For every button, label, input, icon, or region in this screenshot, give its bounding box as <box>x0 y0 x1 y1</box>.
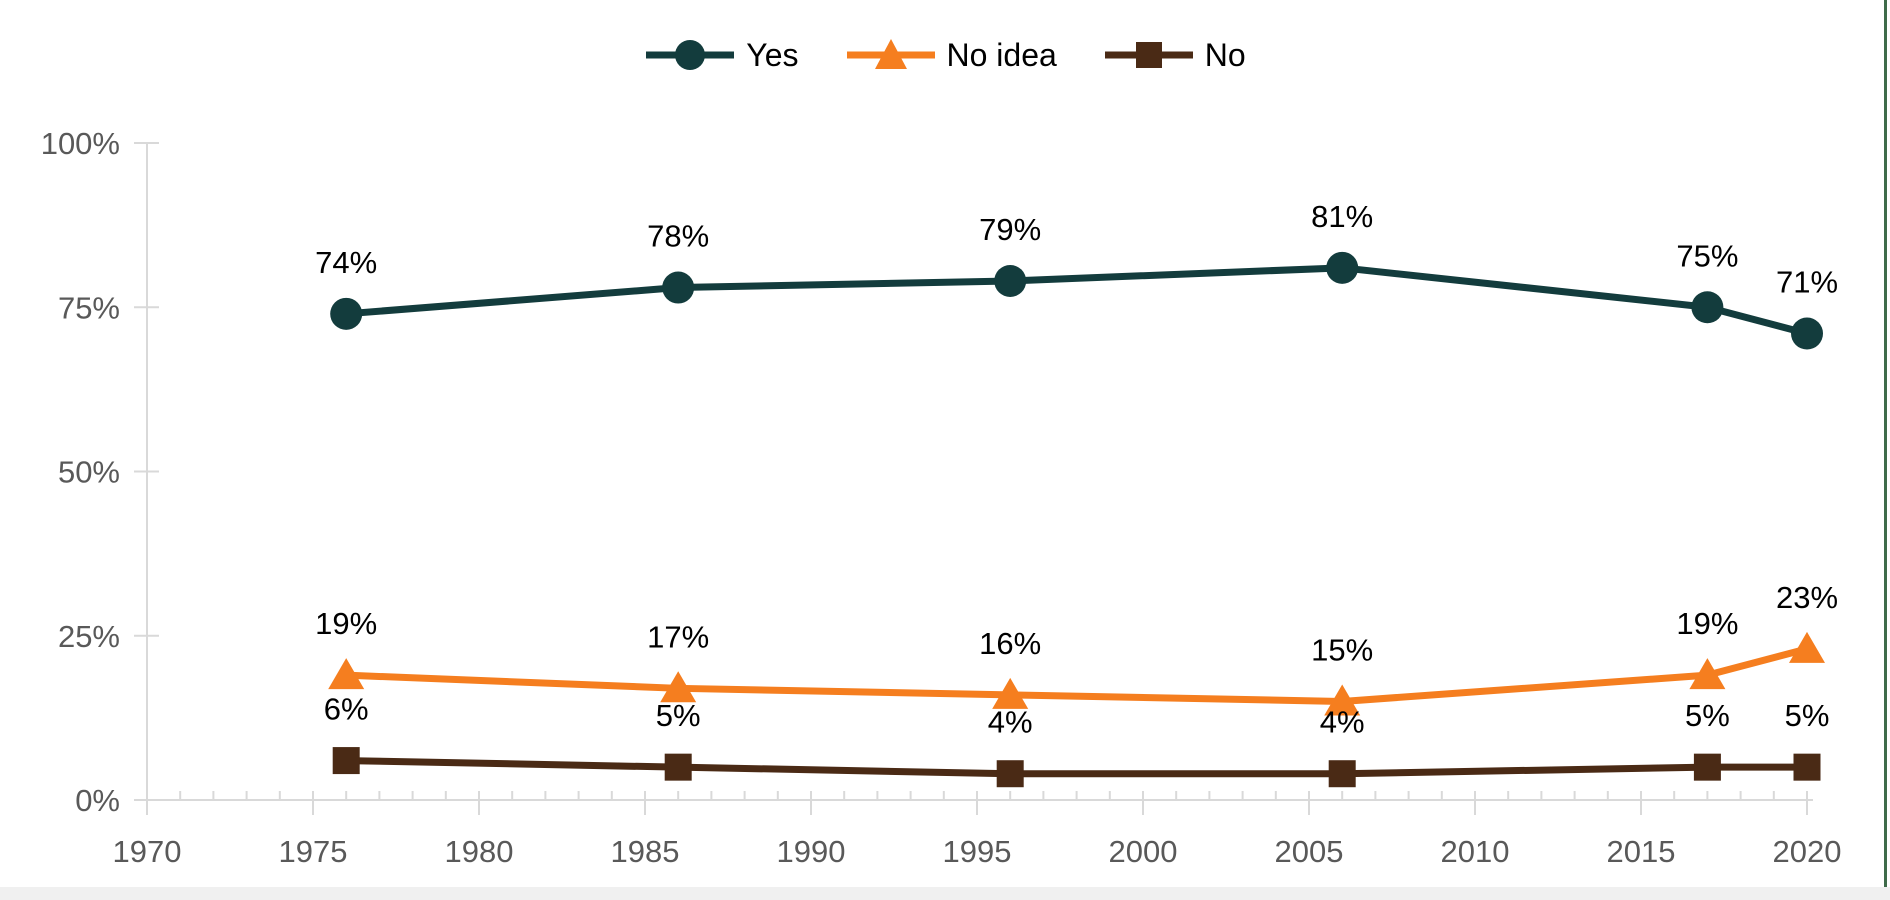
marker-no-2020 <box>1793 753 1821 781</box>
data-label-no-idea-2020: 23% <box>1776 580 1838 615</box>
legend-item-no-idea: No idea <box>845 38 1057 72</box>
marker-no-1996 <box>996 760 1024 788</box>
legend-marker-yes <box>675 40 706 70</box>
marker-yes-1996 <box>994 264 1027 297</box>
y-tick-label-25: 25% <box>58 619 120 654</box>
legend-marker-no-idea <box>874 39 907 69</box>
legend-label-no: No <box>1204 37 1246 73</box>
data-label-no-idea-2017: 19% <box>1676 606 1738 641</box>
right-edge-border <box>1884 0 1887 887</box>
legend-label-yes: Yes <box>746 37 799 73</box>
legend-item-yes: Yes <box>644 37 799 73</box>
legend-triangle-icon <box>846 39 935 69</box>
legend-square-icon <box>1104 42 1193 68</box>
x-tick-label-2005: 2005 <box>1275 834 1344 869</box>
x-tick-label-2015: 2015 <box>1607 834 1676 869</box>
chart-legend: Yes No idea No <box>0 38 1890 72</box>
data-label-no-idea-2006: 15% <box>1311 632 1373 667</box>
data-label-no-1996: 4% <box>988 705 1033 740</box>
marker-no-idea-1976 <box>328 658 365 690</box>
y-tick-label-50: 50% <box>58 455 120 490</box>
x-tick-label-1970: 1970 <box>113 834 182 869</box>
data-label-no-2017: 5% <box>1685 698 1730 733</box>
data-label-yes-2020: 71% <box>1776 265 1838 300</box>
marker-yes-2017 <box>1691 291 1724 324</box>
legend-label-no-idea: No idea <box>946 37 1057 73</box>
marker-yes-2020 <box>1791 317 1823 350</box>
x-tick-label-1990: 1990 <box>777 834 846 869</box>
data-label-yes-1976: 74% <box>315 245 377 280</box>
x-tick-label-1975: 1975 <box>279 834 348 869</box>
y-tick-label-75: 75% <box>58 290 120 325</box>
data-label-yes-2017: 75% <box>1676 238 1738 273</box>
x-tick-label-2000: 2000 <box>1109 834 1178 869</box>
marker-no-1986 <box>664 753 692 781</box>
data-label-no-idea-1986: 17% <box>647 619 709 654</box>
series-line-no <box>342 757 1811 778</box>
data-label-no-idea-1996: 16% <box>979 626 1041 661</box>
y-tick-label-100: 100% <box>41 126 120 161</box>
marker-yes-2006 <box>1326 251 1359 284</box>
x-tick-label-1995: 1995 <box>943 834 1012 869</box>
x-tick-label-1985: 1985 <box>611 834 680 869</box>
marker-yes-1976 <box>330 297 363 330</box>
marker-no-2006 <box>1328 760 1356 788</box>
data-label-yes-1996: 79% <box>979 212 1041 247</box>
data-label-yes-2006: 81% <box>1311 199 1373 234</box>
data-label-no-2006: 4% <box>1320 705 1365 740</box>
series-line-no-idea <box>342 645 1811 705</box>
x-tick-label-2010: 2010 <box>1441 834 1510 869</box>
data-label-no-2020: 5% <box>1785 698 1830 733</box>
legend-item-no: No <box>1103 38 1246 72</box>
data-label-no-1986: 5% <box>656 698 701 733</box>
marker-no-idea-2020 <box>1789 631 1825 663</box>
marker-no-idea-2006 <box>1324 684 1361 716</box>
marker-no-idea-1986 <box>660 671 697 703</box>
series-line-yes <box>342 264 1811 338</box>
marker-no-idea-2017 <box>1689 658 1726 690</box>
marker-no-idea-1996 <box>992 677 1029 709</box>
y-tick-label-0: 0% <box>75 783 120 818</box>
legend-marker-no <box>1135 42 1162 68</box>
x-tick-label-2020: 2020 <box>1773 834 1842 869</box>
data-label-yes-1986: 78% <box>647 219 709 254</box>
legend-circle-icon <box>646 40 735 70</box>
marker-no-2017 <box>1693 753 1721 781</box>
marker-yes-1986 <box>662 271 695 304</box>
data-label-no-1976: 6% <box>324 692 369 727</box>
x-tick-label-1980: 1980 <box>445 834 514 869</box>
data-label-no-idea-1976: 19% <box>315 606 377 641</box>
marker-no-1976 <box>332 747 360 775</box>
bottom-edge-strip <box>0 887 1890 900</box>
